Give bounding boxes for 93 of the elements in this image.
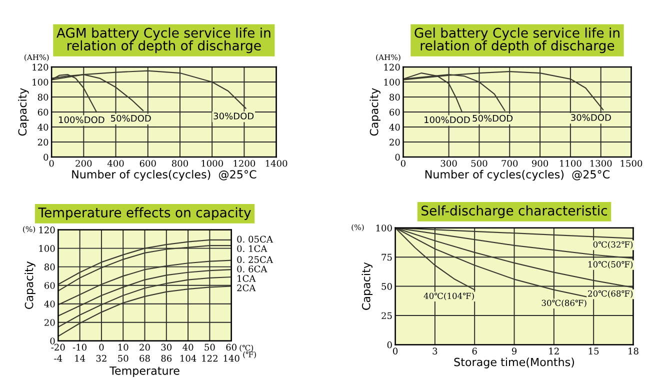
- series-label: 20℃(68℉): [588, 290, 633, 298]
- chart-title: Temperature effects on capacity: [38, 207, 251, 220]
- chart-title: Gel battery Cycle service life in relation of depth of discharge: [414, 28, 620, 54]
- x-axis-title: Storage time(Months): [454, 358, 574, 368]
- x2-tick-label: 104: [180, 354, 196, 362]
- series-label: 0. 6CA: [237, 266, 268, 272]
- series-label: 100%DOD: [424, 116, 470, 124]
- x-tick-label: 300: [440, 160, 457, 167]
- y-tick-label: 120: [32, 64, 48, 71]
- x2-tick-label: 14: [75, 354, 86, 362]
- y-axis-title: Capacity: [18, 88, 29, 136]
- x-tick-label: 18: [628, 348, 638, 354]
- x-axis-title: Temperature: [110, 366, 180, 378]
- y-axis-title: Capacity: [24, 261, 36, 309]
- x2-tick-label: 68: [140, 354, 150, 362]
- x2-tick-label: -4: [54, 354, 62, 362]
- y-tick-label: 0: [395, 154, 400, 161]
- chart-title: AGM battery Cycle service life in relation of depth of discharge: [56, 28, 270, 54]
- y-tick-label: 100: [39, 245, 55, 252]
- series-label: 10℃(50℉): [588, 261, 633, 269]
- y-tick-label: 0: [44, 154, 48, 161]
- series-label: 30%DOD: [571, 114, 611, 121]
- x-tick-label: 1000: [202, 160, 223, 167]
- y-tick-label: 100: [384, 78, 400, 86]
- y-tick-label: 20: [390, 138, 400, 146]
- x-tick-label: 1500: [620, 160, 642, 167]
- series-label: 30%DOD: [214, 112, 254, 120]
- y-tick-label: 80: [390, 94, 400, 101]
- x-tick-label: 20: [140, 344, 150, 351]
- series-label: 50%DOD: [111, 114, 151, 122]
- y-tick-label: 80: [44, 264, 55, 270]
- x-tick-label: 500: [471, 160, 488, 167]
- x-axis-title: Number of cycles(cycles) @25°C: [425, 170, 610, 181]
- x-tick-label: 700: [502, 160, 518, 167]
- x-tick-label: 50: [204, 344, 215, 351]
- y-axis-title: Capacity: [362, 262, 372, 310]
- y-tick-label: 40: [44, 300, 55, 308]
- series-label: 40℃(104℉): [424, 292, 474, 300]
- x2-tick-label: 50: [118, 354, 128, 362]
- y-tick-label: 60: [38, 108, 48, 116]
- series-label: 30℃(86℉): [542, 300, 586, 308]
- y-tick-label: 20: [44, 319, 55, 326]
- y-tick-label: 40: [38, 124, 48, 131]
- series-label: 50%DOD: [472, 114, 513, 122]
- chart-title: Self-discharge characteristic: [422, 205, 608, 218]
- x-tick-label: 10: [118, 344, 128, 351]
- x-tick-label: 1100: [560, 160, 582, 167]
- x2-tick-label: 86: [161, 354, 172, 362]
- y-axis-title: Capacity: [370, 88, 380, 136]
- x-tick-label: 900: [532, 160, 548, 167]
- y-tick-label: 50: [382, 283, 392, 290]
- x-tick-label: 12: [549, 348, 559, 354]
- x-tick-label: 800: [172, 160, 188, 167]
- y-tick-label: 0: [50, 338, 55, 344]
- y-tick-label: 25: [382, 312, 392, 320]
- series-label: 0. 25CA: [237, 256, 274, 263]
- y-tick-label: 75: [382, 254, 392, 261]
- x2-tick-label: 140: [224, 354, 240, 362]
- x-tick-label: 40: [182, 344, 194, 351]
- y-tick-label: 40: [389, 124, 400, 131]
- x-tick-label: 60: [226, 344, 236, 351]
- x-tick-label: -10: [72, 344, 86, 351]
- series-label: 100%DOD: [59, 116, 104, 124]
- y-tick-label: 100: [32, 78, 48, 86]
- x-tick-label: 3: [432, 348, 438, 354]
- x-tick-label: 0: [99, 344, 104, 351]
- x-tick-label: 1300: [590, 160, 612, 167]
- x-tick-label: 400: [107, 160, 124, 167]
- x-tick-label: 30: [161, 344, 172, 351]
- x-axis-title: Number of cycles(cycles) @25°C: [72, 170, 256, 181]
- y-tick-label: 100: [376, 224, 392, 232]
- series-label: 1CA: [238, 275, 256, 282]
- y-tick-label: 80: [38, 94, 48, 101]
- series-label: 0. 05CA: [237, 236, 274, 243]
- series-label: 0℃(32℉): [593, 241, 633, 249]
- y-tick-label: 20: [38, 138, 48, 146]
- x-tick-label: 0: [400, 160, 406, 167]
- x-tick-label: 9: [512, 348, 517, 354]
- y-tick-label: 120: [384, 64, 400, 71]
- x-tick-label: 6: [472, 348, 477, 354]
- y-tick-label: 60: [44, 282, 55, 289]
- x-tick-label: 1200: [234, 160, 256, 167]
- x2-tick-label: 32: [96, 354, 106, 362]
- x-tick-label: 200: [76, 160, 92, 167]
- x-tick-label: 600: [140, 160, 156, 167]
- x2-tick-label: 122: [202, 354, 218, 362]
- x-tick-label: 1400: [266, 160, 288, 167]
- y-tick-label: 120: [39, 226, 55, 234]
- series-label: 0. 1CA: [237, 245, 268, 252]
- x-tick-label: -20: [51, 344, 65, 351]
- x-tick-label: 15: [588, 348, 599, 354]
- y-tick-label: 60: [390, 108, 400, 116]
- series-label: 2CA: [237, 284, 256, 292]
